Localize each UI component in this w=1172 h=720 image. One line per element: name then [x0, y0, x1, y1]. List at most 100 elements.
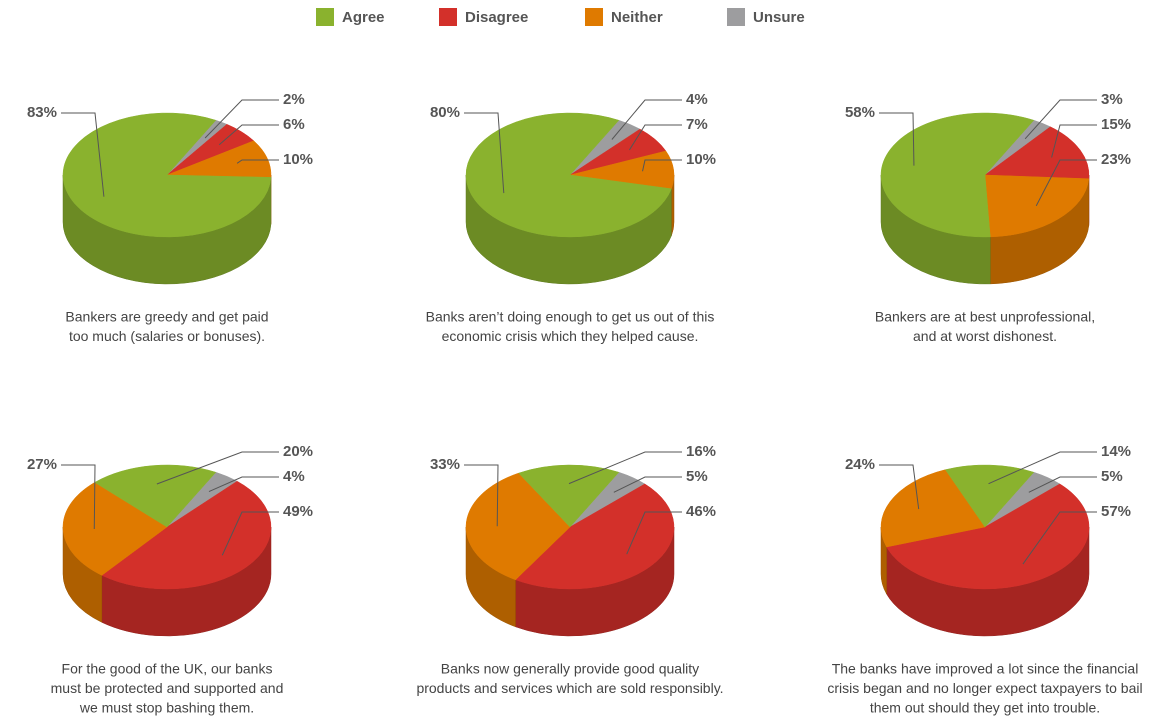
- caption: Bankers are greedy and get paid: [65, 309, 268, 325]
- pie-slice: [518, 464, 620, 528]
- leader-line: [629, 124, 682, 151]
- caption: must be protected and supported and: [51, 680, 284, 696]
- pie-tops: [465, 464, 675, 590]
- leader-line: [218, 124, 279, 146]
- legend-swatch: [316, 8, 334, 26]
- data-label: 49%: [283, 503, 313, 520]
- data-label: 2%: [283, 91, 305, 108]
- caption: crisis began and no longer expect taxpay…: [827, 680, 1142, 696]
- pie-labels: 16% 5% 46% 33%: [430, 443, 716, 555]
- leader-line: [221, 511, 279, 556]
- pie: 4% 7% 10% 80%: [430, 91, 716, 285]
- pie-tops: [62, 112, 272, 238]
- leader-line: [464, 464, 499, 527]
- data-label: 4%: [686, 91, 708, 108]
- leader-line: [1035, 159, 1097, 207]
- caption: products and services which are sold res…: [416, 680, 723, 696]
- caption: Banks aren’t doing enough to get us out …: [426, 309, 715, 325]
- data-label: 33%: [430, 456, 460, 473]
- pie-slice: [62, 112, 272, 238]
- pie-slice: [101, 480, 272, 590]
- leader-line: [879, 112, 915, 166]
- data-label: 24%: [845, 456, 875, 473]
- caption: Bankers are at best unprofessional,: [875, 309, 1095, 325]
- data-label: 10%: [283, 151, 313, 168]
- caption: them out should they get into trouble.: [870, 700, 1100, 716]
- legend-swatch: [727, 8, 745, 26]
- legend-swatch: [585, 8, 603, 26]
- leader-line: [236, 159, 279, 164]
- pie-slice: [984, 126, 1090, 179]
- caption: we must stop bashing them.: [79, 700, 254, 716]
- pie-labels: 2% 6% 10% 83%: [27, 91, 313, 197]
- leader-line: [156, 451, 279, 485]
- pie: 3% 15% 23% 58%: [845, 91, 1131, 285]
- data-label: 3%: [1101, 91, 1123, 108]
- pie-tops: [880, 464, 1090, 590]
- pie: 2% 6% 10% 83%: [27, 91, 313, 285]
- pie-slice: [944, 464, 1035, 528]
- leader-line: [626, 511, 682, 555]
- leader-line: [1051, 124, 1097, 158]
- caption: economic crisis which they helped cause.: [442, 328, 699, 344]
- data-label: 20%: [283, 443, 313, 460]
- legend-label: Agree: [342, 9, 385, 26]
- data-label: 15%: [1101, 116, 1131, 133]
- pie-slice: [465, 112, 672, 238]
- pie-slice: [515, 483, 675, 590]
- pie-slice: [62, 482, 168, 576]
- leader-line: [611, 99, 682, 140]
- legend-label: Disagree: [465, 9, 528, 26]
- pie-slice: [880, 112, 1035, 238]
- pie: 14% 5% 57% 24%: [845, 443, 1131, 637]
- leader-line: [61, 112, 105, 197]
- pie-labels: 14% 5% 57% 24%: [845, 443, 1131, 565]
- legend-label: Neither: [611, 9, 663, 26]
- pie-tops: [62, 464, 272, 590]
- legend-swatch: [439, 8, 457, 26]
- pie-tops: [880, 112, 1090, 238]
- leader-line: [568, 451, 682, 485]
- pie-labels: 20% 4% 49% 27%: [27, 443, 313, 556]
- leader-line: [208, 476, 279, 492]
- pie-slice: [880, 469, 986, 548]
- legend-label: Unsure: [753, 9, 805, 26]
- leader-line: [464, 112, 505, 194]
- pie-slice: [886, 483, 1090, 590]
- caption: Banks now generally provide good quality: [441, 661, 699, 677]
- leader-line: [613, 476, 682, 493]
- data-label: 5%: [686, 468, 708, 485]
- pie-labels: 4% 7% 10% 80%: [430, 91, 716, 194]
- caption: The banks have improved a lot since the …: [832, 661, 1139, 677]
- data-label: 6%: [283, 116, 305, 133]
- data-label: 58%: [845, 104, 875, 121]
- data-label: 4%: [283, 468, 305, 485]
- data-label: 16%: [686, 443, 716, 460]
- pie-slice: [94, 464, 217, 528]
- data-label: 27%: [27, 456, 57, 473]
- pie-tops: [465, 112, 675, 238]
- leader-line: [988, 451, 1097, 485]
- leader-line: [1028, 476, 1097, 493]
- data-label: 46%: [686, 503, 716, 520]
- leader-line: [204, 99, 279, 139]
- data-label: 23%: [1101, 151, 1131, 168]
- data-label: 80%: [430, 104, 460, 121]
- data-label: 5%: [1101, 468, 1123, 485]
- pie-slice: [984, 174, 1090, 238]
- caption: and at worst dishonest.: [913, 328, 1057, 344]
- caption: too much (salaries or bonuses).: [69, 328, 265, 344]
- data-label: 14%: [1101, 443, 1131, 460]
- leader-line: [642, 159, 682, 172]
- pie: 16% 5% 46% 33%: [430, 443, 716, 637]
- data-label: 83%: [27, 104, 57, 121]
- leader-line: [879, 464, 920, 510]
- data-label: 57%: [1101, 503, 1131, 520]
- data-label: 10%: [686, 151, 716, 168]
- data-label: 7%: [686, 116, 708, 133]
- leader-line: [1022, 511, 1097, 565]
- leader-line: [1024, 99, 1097, 140]
- pie: 20% 4% 49% 27%: [27, 443, 313, 637]
- pie-labels: 3% 15% 23% 58%: [845, 91, 1131, 207]
